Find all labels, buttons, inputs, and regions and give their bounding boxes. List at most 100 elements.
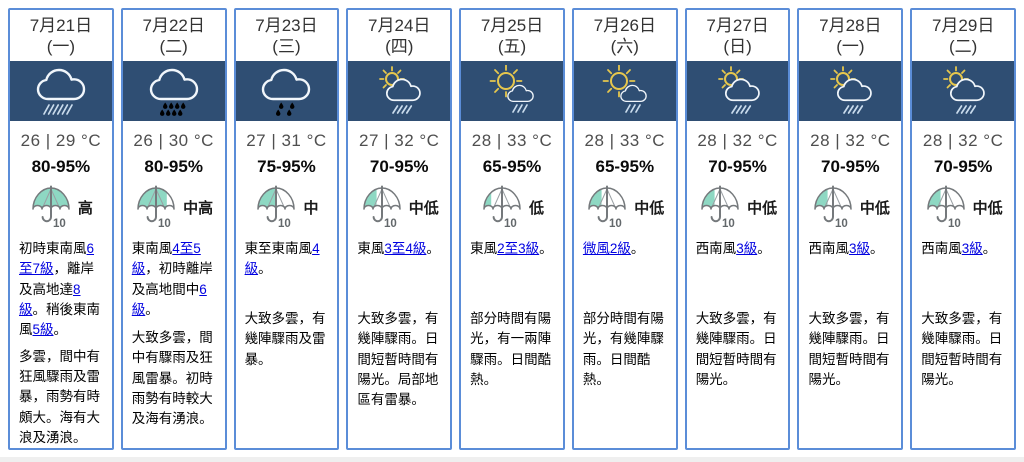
weekday-label: (一)	[46, 37, 76, 56]
umbrella-scale-number: 10	[609, 218, 622, 229]
card-date-header: 7月22日 (二)	[123, 10, 225, 61]
wind-forecast-text: 西南風3級。	[921, 241, 997, 256]
humidity-range: 70-95%	[708, 157, 767, 176]
wind-speed-link[interactable]: 6級	[131, 281, 207, 317]
weather-forecast-text: 大致多雲，有幾陣驟雨及雷暴。	[244, 311, 326, 367]
card-date-header: 7月27日 (日)	[687, 10, 789, 61]
weekday-label: (二)	[948, 37, 978, 56]
temperature-range: 27 | 32 °C	[358, 131, 440, 150]
weekday-label: (三)	[272, 37, 301, 56]
humidity-range: 65-95%	[595, 157, 655, 176]
rain-probability: 10 中低	[912, 185, 1014, 229]
rain-probability-label: 中低	[747, 199, 778, 217]
weather-icon-band	[686, 61, 789, 121]
rain-probability-label: 高	[77, 199, 93, 217]
wind-speed-link[interactable]: 5級	[32, 322, 54, 337]
wind-forecast-text: 東風3至4級。	[357, 241, 440, 256]
date-label: 7月24日	[368, 16, 431, 35]
wind-forecast-text: 東南風4至5級，初時離岸及高地間中6級。	[131, 241, 213, 317]
umbrella-scale-number: 10	[948, 218, 961, 229]
umbrella-icon: 10	[701, 185, 739, 229]
umbrella-icon: 10	[483, 185, 521, 229]
wind-forecast-text: 初時東南風6至7級，離岸及高地達8級。稍後東南風5級。	[19, 241, 100, 337]
umbrella-icon: 10	[588, 185, 627, 229]
wind-speed-link[interactable]: 8級	[19, 281, 81, 317]
umbrella-scale-number: 10	[278, 218, 291, 229]
wind-speed-link[interactable]: 3級	[848, 241, 870, 256]
temperature-range: 28 | 33 °C	[471, 131, 553, 150]
weekday-label: (五)	[497, 37, 527, 56]
weekday-label: (一)	[836, 37, 865, 56]
wind-speed-link[interactable]: 3級	[736, 241, 758, 256]
umbrella-icon: 10	[137, 185, 175, 229]
rain-probability: 10 中	[236, 185, 338, 229]
weather-forecast-text: 多雲，間中有狂風驟雨及雷暴，雨勢有時頗大。海有大浪及湧浪。	[19, 348, 100, 445]
rain-probability: 10 中低	[687, 185, 789, 229]
rain-probability: 10 中低	[348, 185, 450, 229]
card-date-header: 7月26日 (六)	[574, 10, 676, 61]
temperature-range: 26 | 29 °C	[20, 131, 102, 150]
forecast-board: 7月21日 (一) 26 | 29 °C 80-95% 10 高 初時東南風6至…	[8, 8, 1017, 450]
umbrella-scale-number: 10	[722, 218, 735, 229]
rain-probability: 10 中低	[799, 185, 901, 229]
wind-forecast-text: 東至東南風4級。	[244, 241, 320, 277]
date-label: 7月28日	[819, 16, 882, 35]
temperature-range: 28 | 32 °C	[922, 131, 1004, 150]
date-label: 7月21日	[29, 16, 93, 35]
weekday-label: (日)	[723, 37, 752, 56]
page-bottom-edge	[0, 457, 1024, 462]
humidity-range: 65-95%	[482, 157, 542, 176]
wind-speed-link[interactable]: 2至3級	[497, 241, 540, 256]
weather-icon-band	[348, 61, 451, 121]
wind-forecast-text: 西南風3級。	[808, 241, 884, 256]
weather-forecast-text: 大致多雲，有幾陣驟雨。日間短暫時間有陽光。	[921, 311, 1003, 387]
weather-forecast-text: 大致多雲，有幾陣驟雨。日間短暫時間有陽光。局部地區有雷暴。	[357, 311, 439, 407]
wind-speed-link[interactable]: 6至7級	[19, 241, 95, 277]
wind-speed-link[interactable]: 4至5級	[131, 241, 201, 277]
wind-forecast-text: 微風2級。	[582, 241, 645, 256]
weather-icon-band	[10, 61, 112, 121]
weekday-label: (六)	[610, 37, 639, 56]
date-label: 7月29日	[931, 16, 995, 35]
wind-speed-link[interactable]: 3至4級	[384, 241, 427, 256]
umbrella-icon: 10	[32, 185, 70, 229]
date-label: 7月27日	[706, 16, 769, 35]
umbrella-icon: 10	[814, 185, 852, 229]
weather-icon-band	[122, 61, 225, 121]
weekday-label: (四)	[385, 37, 414, 56]
rain-probability: 10 中高	[123, 185, 225, 229]
umbrella-icon: 10	[362, 185, 401, 229]
card-date-header: 7月25日 (五)	[461, 10, 563, 61]
card-date-header: 7月29日 (二)	[912, 10, 1014, 61]
day-card: 7月27日 (日) 28 | 32 °C 70-95% 10 中低 西南風3級。	[684, 8, 791, 450]
temperature-range: 28 | 32 °C	[697, 131, 778, 150]
sun-cloud-shower-icon	[480, 65, 544, 117]
weather-icon-band	[235, 61, 338, 121]
day-card: 7月21日 (一) 26 | 29 °C 80-95% 10 高 初時東南風6至…	[8, 8, 114, 450]
cloud-sun-rain-icon	[706, 65, 770, 117]
day-card: 7月29日 (二) 28 | 32 °C 70-95% 10 中低 西南風3級。	[910, 8, 1017, 450]
umbrella-icon: 10	[926, 185, 965, 229]
rain-probability-label: 中低	[408, 199, 439, 217]
wind-speed-link[interactable]: 4級	[244, 241, 320, 277]
rain-probability-label: 中高	[183, 199, 214, 217]
humidity-range: 75-95%	[257, 157, 316, 176]
cloud-sun-rain-icon	[818, 65, 882, 117]
temperature-range: 27 | 31 °C	[246, 131, 327, 150]
wind-speed-link[interactable]: 3級	[961, 241, 983, 256]
humidity-range: 70-95%	[369, 157, 429, 176]
wind-speed-link[interactable]: 微風2級	[582, 241, 631, 256]
umbrella-scale-number: 10	[384, 218, 397, 229]
card-date-header: 7月21日 (一)	[10, 10, 112, 61]
day-card: 7月24日 (四) 27 | 32 °C 70-95% 10 中低 東風3至4級…	[346, 8, 453, 450]
date-label: 7月26日	[593, 16, 656, 35]
wind-forecast-text: 東風2至3級。	[470, 241, 553, 256]
weather-forecast-text: 大致多雲，有幾陣驟雨。日間短暫時間有陽光。	[808, 311, 890, 387]
umbrella-scale-number: 10	[835, 218, 848, 229]
umbrella-icon: 10	[257, 185, 296, 229]
rain-probability: 10 高	[10, 185, 112, 229]
day-card: 7月22日 (二) 26 | 30 °C 80-95% 10 中高 東南風4至5…	[120, 8, 227, 450]
humidity-range: 70-95%	[821, 157, 880, 176]
rain-probability-label: 低	[529, 199, 545, 217]
weather-icon-band	[912, 61, 1015, 121]
